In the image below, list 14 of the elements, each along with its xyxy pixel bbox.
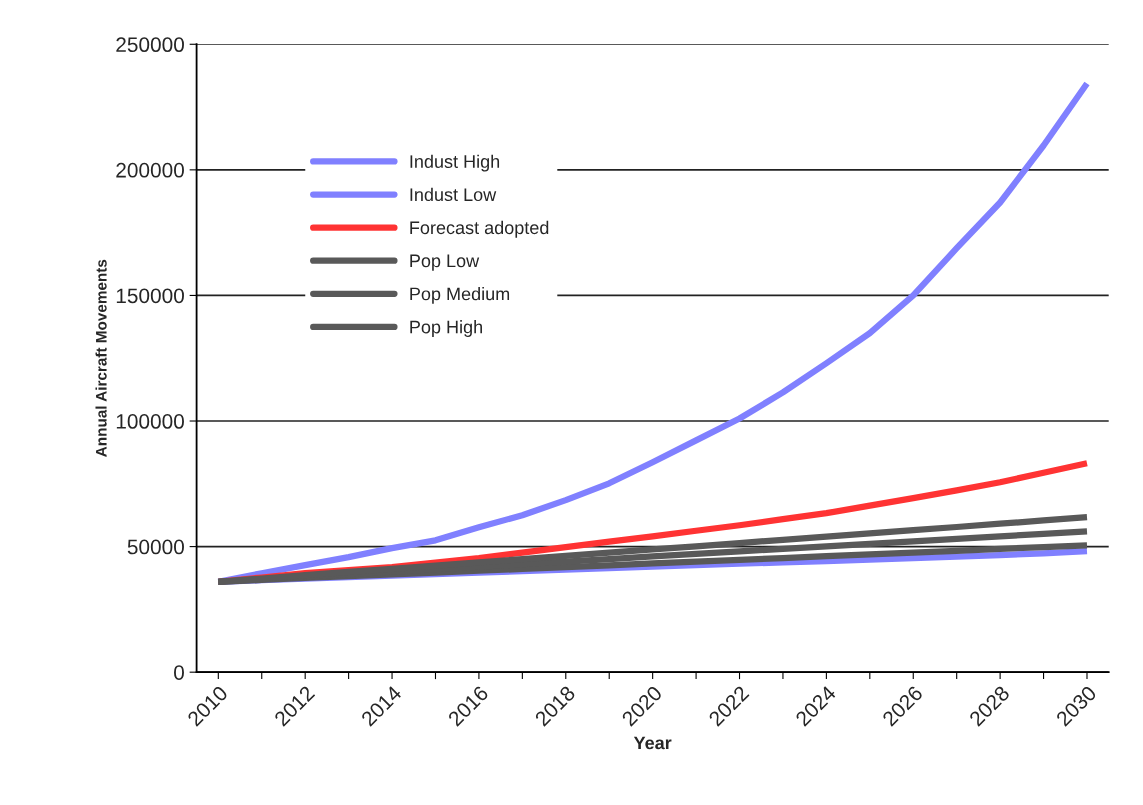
y-tick-label: 50000: [127, 539, 184, 555]
legend-label: Indust High: [410, 154, 500, 172]
x-axis-title: Year: [633, 736, 672, 750]
legend-label: Pop Medium: [410, 287, 510, 304]
y-tick-label: 150000: [116, 288, 184, 304]
y-tick-label: 0: [174, 665, 184, 680]
legend-label: Pop Low: [410, 254, 480, 271]
legend-label: Indust Low: [410, 187, 497, 202]
y-tick-label: 100000: [116, 414, 184, 429]
y-tick-label: 250000: [116, 37, 184, 53]
legend-label: Forecast adopted: [410, 220, 549, 238]
legend-label: Pop High: [410, 320, 482, 337]
y-tick-label: 200000: [116, 162, 184, 178]
y-axis-title: Annual Aircraft Movements: [95, 259, 107, 457]
